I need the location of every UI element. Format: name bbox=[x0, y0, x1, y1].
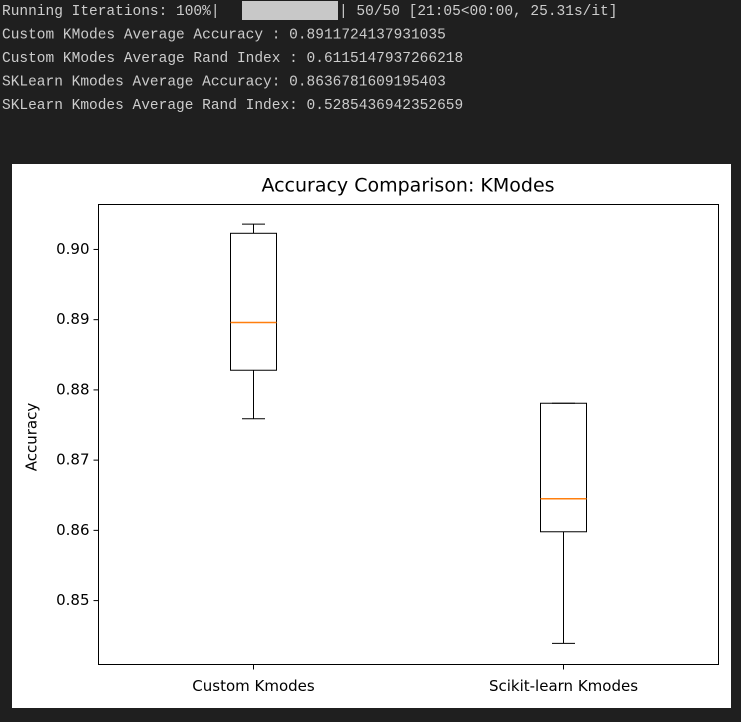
console-line: SKLearn Kmodes Average Rand Index: 0.528… bbox=[2, 98, 463, 114]
y-tick-label: 0.88 bbox=[56, 380, 89, 398]
console-line: | 50/50 [21:05<00:00, 25.31s/it] bbox=[339, 4, 617, 20]
console-line: SKLearn Kmodes Average Accuracy: 0.86367… bbox=[2, 75, 446, 91]
chart-title: Accuracy Comparison: KModes bbox=[261, 175, 554, 197]
console-line: Running Iterations: 100%| bbox=[2, 4, 220, 20]
console-line: Custom KModes Average Rand Index : 0.611… bbox=[2, 51, 463, 67]
box bbox=[230, 232, 277, 371]
box bbox=[540, 402, 587, 533]
y-tick-label: 0.85 bbox=[56, 591, 89, 609]
x-tick-label: Scikit-learn Kmodes bbox=[489, 677, 638, 695]
chart-panel bbox=[12, 164, 731, 708]
y-tick-label: 0.87 bbox=[56, 451, 89, 469]
y-tick-label: 0.90 bbox=[56, 240, 89, 258]
console-line: Custom KModes Average Accuracy : 0.89117… bbox=[2, 27, 446, 43]
x-tick-label: Custom Kmodes bbox=[192, 677, 315, 695]
plot-frame bbox=[98, 204, 719, 665]
y-tick-label: 0.89 bbox=[56, 310, 89, 328]
progress-bar bbox=[242, 1, 338, 20]
y-tick-label: 0.86 bbox=[56, 521, 89, 539]
y-axis-label: Accuracy bbox=[23, 403, 41, 472]
